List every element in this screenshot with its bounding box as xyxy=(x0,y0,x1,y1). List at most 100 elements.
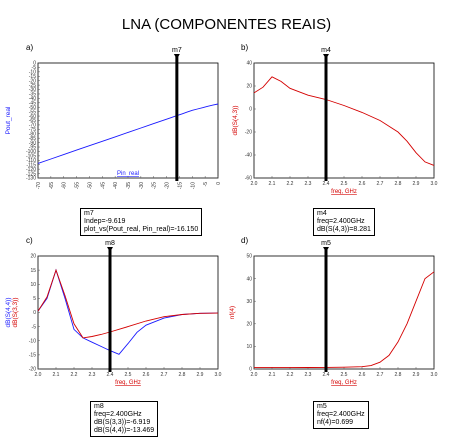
x-tick-label: -70 xyxy=(36,182,42,189)
y-tick-label: -65 xyxy=(29,118,36,124)
readout-line: plot_vs(Pout_real, Pin_real)=-16.150 xyxy=(84,226,199,233)
x-tick-label: 2.1 xyxy=(53,372,60,378)
y-tick-label: 20 xyxy=(246,84,252,90)
x-tick-label: 2.7 xyxy=(377,372,384,378)
y-tick-label: -75 xyxy=(29,127,36,133)
x-tick-label: 2.0 xyxy=(251,181,258,187)
series-line-2 xyxy=(37,268,219,339)
x-tick-label: 2.1 xyxy=(269,372,276,378)
x-axis-label: freq, GHz xyxy=(115,380,141,386)
readout-line: freq=2.400GHz xyxy=(94,411,142,418)
y-tick-label: 5 xyxy=(33,296,36,302)
panel-label: c) xyxy=(26,236,33,245)
x-tick-label: 2.8 xyxy=(395,181,402,187)
x-tick-label: -30 xyxy=(139,182,145,189)
x-tick-label: 2.2 xyxy=(287,372,294,378)
x-tick-label: -60 xyxy=(62,182,68,189)
x-tick-label: 2.5 xyxy=(125,372,132,378)
x-tick-label: 2.6 xyxy=(143,372,150,378)
plot-frame-4 xyxy=(253,255,435,370)
x-tick-label: -45 xyxy=(100,182,106,189)
marker-triangle xyxy=(173,54,180,59)
y-tick-label: 15 xyxy=(30,268,36,274)
readout-line: freq=2.400GHz xyxy=(317,218,365,225)
x-tick-label: -10 xyxy=(190,182,196,189)
y-tick-label: -5 xyxy=(32,65,37,71)
y-tick-label: 30 xyxy=(246,299,252,305)
marker-name: m5 xyxy=(321,240,331,247)
y-tick-label: -60 xyxy=(29,114,36,120)
y-tick-label: -100 xyxy=(26,149,36,155)
y-axis-label: dB(S(4,3)) xyxy=(232,106,239,136)
x-tick-label: -25 xyxy=(152,182,158,189)
y-tick-label: 50 xyxy=(246,254,252,260)
y-tick-label: -40 xyxy=(245,153,252,159)
readout-line: dB(S(4,3))=8.281 xyxy=(317,226,371,233)
x-tick-label: 2.9 xyxy=(197,372,204,378)
y-tick-label: -125 xyxy=(26,171,36,177)
y-tick-label: 40 xyxy=(246,61,252,67)
x-tick-label: 2.7 xyxy=(377,181,384,187)
x-tick-label: -35 xyxy=(126,182,132,189)
x-tick-label: 2.0 xyxy=(251,372,258,378)
x-tick-label: -5 xyxy=(203,182,209,187)
readout-line: dB(S(3,3))=-6.919 xyxy=(94,419,151,426)
y-tick-label: 0 xyxy=(33,61,36,67)
plot-frame-1 xyxy=(37,62,219,179)
y-tick-label: 0 xyxy=(33,310,36,316)
marker-readout-box: m5 freq=2.400GHz nf(4)=0.699 xyxy=(313,401,369,429)
readout-line: m4 xyxy=(317,210,327,217)
marker-triangle xyxy=(107,247,113,252)
x-tick-label: 2.8 xyxy=(179,372,186,378)
x-tick-label: 2.5 xyxy=(341,372,348,378)
x-tick-label: 2.7 xyxy=(161,372,168,378)
marker-name: m4 xyxy=(321,47,331,54)
marker-triangle xyxy=(323,54,329,59)
marker-name: m7 xyxy=(172,47,182,54)
y-tick-label: -30 xyxy=(29,87,36,93)
y-axis-label: Pout_real xyxy=(5,106,12,134)
x-axis-label: freq, GHz xyxy=(331,380,357,386)
y-tick-label: -115 xyxy=(26,162,36,168)
readout-line: dB(S(4,4))=-13.469 xyxy=(94,427,155,434)
x-tick-label: 3.0 xyxy=(431,372,438,378)
readout-line: m8 xyxy=(94,403,104,410)
y-tick-label: -15 xyxy=(29,353,36,359)
y-tick-label: -60 xyxy=(245,176,252,182)
x-tick-label: -40 xyxy=(113,182,119,189)
y-tick-label: 20 xyxy=(30,254,36,260)
series-line-1 xyxy=(37,268,219,355)
marker-triangle xyxy=(323,247,329,252)
readout-line: freq=2.400GHz xyxy=(317,411,365,418)
x-tick-label: 2.3 xyxy=(305,181,312,187)
x-tick-label: 2.6 xyxy=(359,181,366,187)
x-tick-label: 2.2 xyxy=(71,372,78,378)
x-tick-label: 2.9 xyxy=(413,372,420,378)
x-tick-label: 2.3 xyxy=(305,372,312,378)
y-tick-label: -10 xyxy=(29,70,36,76)
panel-label: a) xyxy=(26,43,33,52)
marker-readout-box: m4 freq=2.400GHz dB(S(4,3))=8.281 xyxy=(313,208,375,236)
series-line-1 xyxy=(253,76,435,166)
y-tick-label: -25 xyxy=(29,83,36,89)
readout-line: m7 xyxy=(84,210,94,217)
y-axis-label: nf(4) xyxy=(229,306,236,319)
x-tick-label: 2.5 xyxy=(341,181,348,187)
x-tick-label: 2.4 xyxy=(107,372,114,378)
y-tick-label: -130 xyxy=(26,176,36,182)
x-tick-label: 2.6 xyxy=(359,372,366,378)
y-tick-label: -110 xyxy=(26,158,36,164)
marker-name: m8 xyxy=(105,240,115,247)
y-tick-label: -5 xyxy=(32,324,37,330)
y-tick-label: 20 xyxy=(246,322,252,328)
x-tick-label: -15 xyxy=(177,182,183,189)
y-tick-label: -105 xyxy=(26,154,36,160)
y-tick-label: -10 xyxy=(29,338,36,344)
x-tick-label: 3.0 xyxy=(215,372,222,378)
y-tick-label: -120 xyxy=(26,167,36,173)
y-axis-label: dB(S(4,4)) xyxy=(5,298,12,328)
x-tick-label: -65 xyxy=(49,182,55,189)
marker-readout-box: m7 Indep=-9.619 plot_vs(Pout_real, Pin_rea… xyxy=(80,208,203,236)
x-axis-label: freq, GHz xyxy=(331,189,357,195)
y-tick-label: 10 xyxy=(30,282,36,288)
